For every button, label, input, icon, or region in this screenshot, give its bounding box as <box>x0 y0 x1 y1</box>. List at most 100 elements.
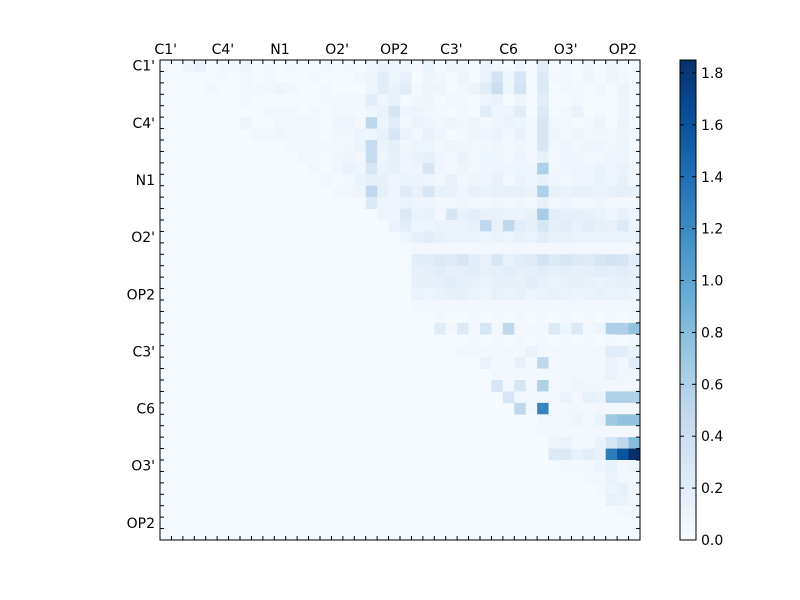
heatmap-cell <box>560 60 572 72</box>
heatmap-cell <box>582 208 595 221</box>
heatmap-cell <box>434 277 447 289</box>
heatmap-cell <box>582 174 595 187</box>
heatmap-cell <box>628 265 641 278</box>
heatmap-cell <box>308 71 321 84</box>
heatmap-cell <box>491 265 504 278</box>
heatmap-cell <box>434 105 447 118</box>
axis-ticks <box>159 59 641 541</box>
heatmap-cell <box>617 300 629 312</box>
heatmap-cell <box>617 391 629 404</box>
heatmap-cell <box>560 345 572 358</box>
heatmap-cell <box>240 82 252 95</box>
heatmap-cell <box>594 425 607 438</box>
heatmap-cell <box>502 71 515 84</box>
heatmap-cell <box>525 242 538 255</box>
heatmap-cell <box>571 345 584 358</box>
heatmap-cell <box>617 231 629 244</box>
heatmap-cell <box>582 242 595 255</box>
heatmap-cell <box>537 277 549 289</box>
heatmap-cell <box>605 288 618 301</box>
y-tick-label: O3' <box>131 459 155 475</box>
heatmap-cell <box>331 105 344 118</box>
y-tick-label: O2' <box>131 230 155 246</box>
heatmap-cell <box>422 71 435 84</box>
heatmap-cell <box>617 197 629 209</box>
heatmap-cell <box>480 185 492 198</box>
heatmap-cell <box>594 151 607 164</box>
heatmap-cell <box>617 380 629 392</box>
heatmap-cell <box>422 197 435 209</box>
heatmap-cell <box>617 482 629 495</box>
colorbar-tick-label: 1.2 <box>701 222 723 238</box>
colorbar-ticks <box>680 72 696 541</box>
heatmap-cell <box>480 174 492 187</box>
heatmap-cell <box>502 197 515 209</box>
heatmap-cell <box>388 94 401 107</box>
heatmap-cell <box>628 448 641 461</box>
heatmap-cell <box>445 162 458 175</box>
heatmap-cell <box>525 380 538 392</box>
heatmap-cell <box>388 140 401 152</box>
heatmap-cell <box>502 242 515 255</box>
heatmap-cell <box>605 334 618 347</box>
heatmap-cell <box>468 322 481 335</box>
heatmap-cell <box>262 82 275 95</box>
heatmap-cell <box>491 162 504 175</box>
heatmap-cell <box>525 368 538 381</box>
heatmap-cell <box>411 174 424 187</box>
heatmap-cell <box>388 174 401 187</box>
heatmap-cell <box>560 402 572 415</box>
heatmap-cell <box>514 197 527 209</box>
heatmap-cell <box>525 277 538 289</box>
heatmap-cell <box>560 185 572 198</box>
heatmap-cell <box>605 437 618 449</box>
heatmap-cell <box>617 128 629 141</box>
heatmap-cell <box>571 82 584 95</box>
heatmap-cell <box>502 185 515 198</box>
heatmap-cell <box>582 402 595 415</box>
heatmap-cell <box>525 300 538 312</box>
heatmap-cell <box>491 128 504 141</box>
heatmap-cell <box>514 82 527 95</box>
heatmap-cell <box>331 162 344 175</box>
heatmap-cell <box>548 277 561 289</box>
x-tick-labels: C1' C4' N1 O2' OP2 C3' C6 O3' OP2 <box>154 42 637 58</box>
heatmap-cell <box>617 277 629 289</box>
heatmap-cell <box>377 60 389 72</box>
heatmap-cell <box>354 174 367 187</box>
heatmap-cell <box>434 288 447 301</box>
heatmap-cell <box>388 151 401 164</box>
heatmap-cell <box>582 162 595 175</box>
heatmap-cell <box>354 162 367 175</box>
heatmap-cell <box>457 208 469 221</box>
heatmap-cell <box>377 105 389 118</box>
heatmap-cell <box>605 60 618 72</box>
heatmap-cell <box>411 197 424 209</box>
heatmap-cell <box>628 494 641 507</box>
heatmap-cell <box>560 140 572 152</box>
heatmap-cell <box>342 94 355 107</box>
heatmap-cell <box>617 105 629 118</box>
heatmap-cell <box>560 288 572 301</box>
heatmap-cell <box>445 288 458 301</box>
heatmap-cell <box>274 117 287 129</box>
heatmap-cell <box>571 128 584 141</box>
heatmap-cell <box>457 242 469 255</box>
heatmap-cell <box>537 334 549 347</box>
heatmap-cell <box>537 128 549 141</box>
heatmap-cell <box>331 140 344 152</box>
heatmap-cell <box>628 505 641 518</box>
heatmap-cell <box>388 82 401 95</box>
heatmap-cell <box>628 437 641 449</box>
heatmap-cell <box>445 140 458 152</box>
heatmap-cell <box>320 140 332 152</box>
heatmap-cell <box>525 288 538 301</box>
heatmap-cell <box>388 60 401 72</box>
heatmap-cell <box>502 128 515 141</box>
heatmap-cell <box>571 368 584 381</box>
heatmap-cell <box>422 105 435 118</box>
heatmap-cell <box>434 117 447 129</box>
heatmap-cell <box>365 105 378 118</box>
heatmap-cell <box>571 254 584 267</box>
heatmap-cell <box>308 162 321 175</box>
